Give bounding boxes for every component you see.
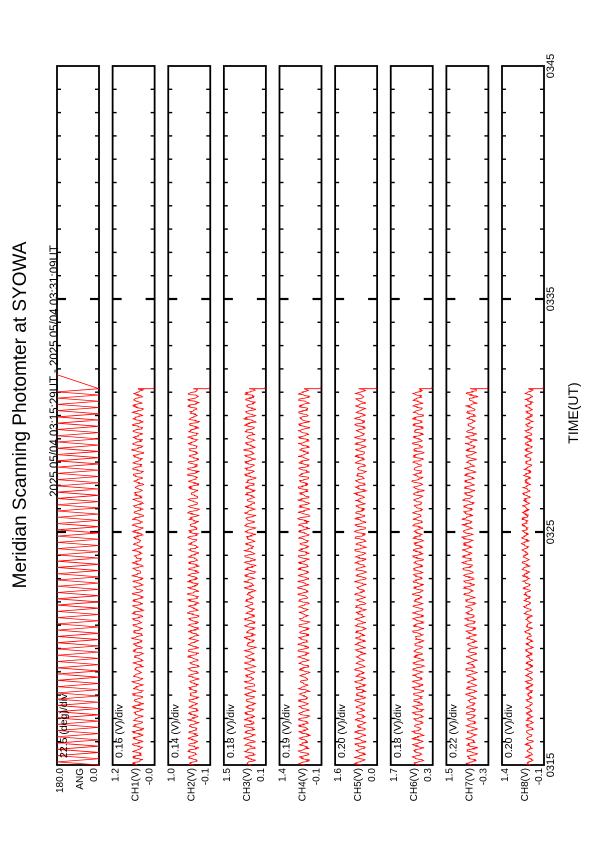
scale-label: 0.16 (V)/div [114,704,126,758]
ymax-label: 1.5 [222,768,233,782]
trace-ch4v [296,386,322,766]
channel-label: ANG [75,768,86,790]
channel-label: CH1(V) [131,768,142,801]
panel-frame [278,65,323,766]
scale-label: 0.20 (V)/div [503,704,515,758]
trace-ch6v [410,386,433,766]
ymin-label: 0.0 [89,768,100,782]
ymax-label: 1.2 [111,768,122,782]
channel-label: CH8(V) [520,768,531,801]
panel-2: 1.2 CH1(V) -0.0 0.16 (V)/div [111,65,156,801]
trace-ch5v [352,386,377,766]
ymin-label: -0.1 [200,768,211,786]
x-axis-label: TIME(UT) [565,382,581,443]
ymin-label: 0.1 [256,768,267,782]
channel-label: CH3(V) [242,768,253,801]
panel-frame [389,65,434,766]
ymax-label: 1.7 [389,768,400,782]
trace-ch3v [242,386,266,766]
panel-1: 180.0 ANG 0.0 22.5 (deg)/div [55,65,100,793]
x-tick-label: 0325 [545,520,557,544]
x-tick-label: 0315 [545,753,557,777]
ymax-label: 1.6 [333,768,344,782]
scale-label: 0.18 (V)/div [225,704,237,758]
scale-label: 0.22 (V)/div [447,704,459,758]
trace-ch2v [186,386,210,766]
trace-ch8v [520,386,544,766]
ymin-label: -0.1 [534,768,545,786]
trace-ch1v [130,386,155,766]
ymin-label: 0.3 [423,768,434,782]
channel-label: CH4(V) [298,768,309,801]
panel-6: 1.6 CH5(V) 0.0 0.20 (V)/div [333,65,379,801]
ymax-label: 1.4 [278,768,289,782]
panel-frame [222,65,267,766]
trace-ang [56,374,100,766]
panel-4: 1.5 CH3(V) 0.1 0.18 (V)/div [222,65,267,801]
chart-title: Meridian Scanning Photomter at SYOWA [10,241,31,588]
scale-label: 0.18 (V)/div [392,704,404,758]
panel-frame [334,65,379,766]
scale-label: 0.20 (V)/div [336,704,348,758]
panel-3: 1.0 CH2(V) -0.1 0.14 (V)/div [166,65,212,801]
ymax-label: 1.4 [500,768,511,782]
ymin-label: -0.1 [312,768,323,786]
ymin-label: -0.0 [145,768,156,786]
ymin-label: -0.3 [478,768,489,786]
ymax-label: 1.5 [444,768,455,782]
panel-8: 1.5 CH7(V) -0.3 0.22 (V)/div [444,65,490,801]
x-tick-label: 0345 [545,54,557,78]
channel-label: CH6(V) [409,768,420,801]
panel-5: 1.4 CH4(V) -0.1 0.19 (V)/div [278,65,323,801]
time-axis: 0315 0325 0335 0345 [545,54,557,777]
panel-9: 1.4 CH8(V) -0.1 0.20 (V)/div [500,65,545,801]
time-range-label: 2025 05/04 03:15:29UT - 2025 05/04 03:31… [49,245,61,497]
panel-7: 1.7 CH6(V) 0.3 0.18 (V)/div [389,65,434,801]
scale-label: 0.19 (V)/div [281,704,293,758]
panel-frame [445,65,490,766]
panel-frame [167,65,212,766]
channel-label: CH2(V) [186,768,197,801]
scale-label: 22.5 (deg)/div [58,693,70,758]
panel-frame [111,65,156,766]
channel-label: CH5(V) [353,768,364,801]
ymin-label: 0.0 [367,768,378,782]
panel-frame [501,65,545,766]
ymax-label: 180.0 [55,768,66,793]
ymax-label: 1.0 [166,768,177,782]
scale-label: 0.14 (V)/div [169,704,181,758]
x-tick-label: 0335 [545,287,557,311]
channel-label: CH7(V) [464,768,475,801]
trace-ch7v [460,386,488,766]
